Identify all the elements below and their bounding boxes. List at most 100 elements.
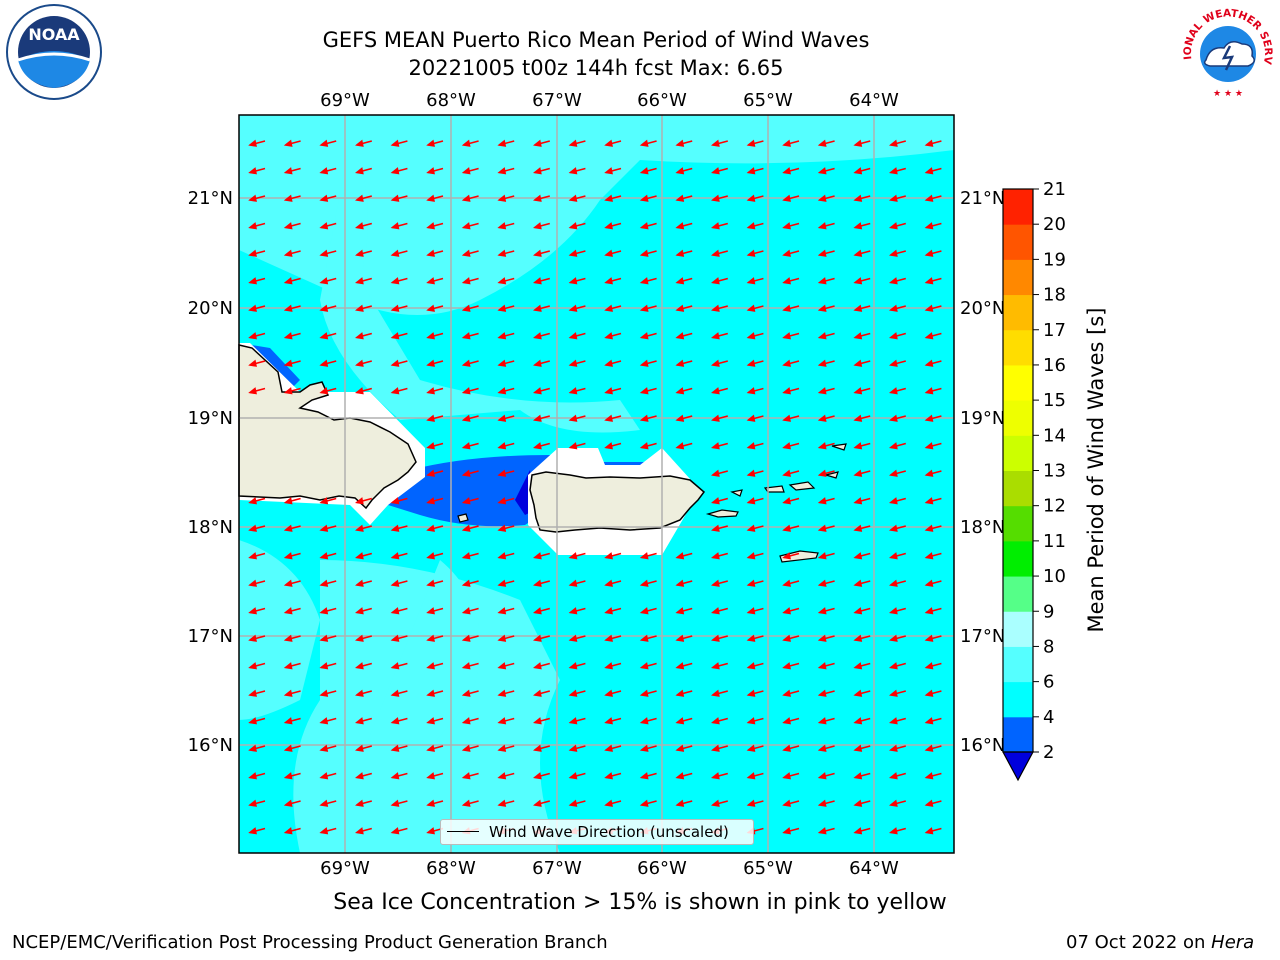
- wave-arrow-head: [675, 662, 685, 670]
- wave-arrow-head: [889, 552, 898, 560]
- wave-arrow-head: [248, 662, 257, 670]
- footer-date: 07 Oct 2022 on Hera: [1066, 932, 1254, 953]
- colorbar-segment: [1003, 681, 1033, 718]
- wave-arrow-head: [711, 497, 720, 505]
- wave-arrow-head: [319, 634, 329, 642]
- wave-arrow-head: [853, 332, 863, 340]
- footer-machine: Hera: [1211, 932, 1255, 953]
- wave-arrow-head: [533, 442, 542, 450]
- map-legend: Wind Wave Direction (unscaled): [440, 819, 754, 845]
- wave-arrow-head: [817, 277, 827, 285]
- wave-arrow-head: [426, 359, 435, 367]
- wave-arrow-head: [319, 167, 329, 175]
- colorbar-segment: [1003, 400, 1033, 436]
- wave-arrow-head: [426, 222, 435, 230]
- wave-arrow-head: [853, 772, 863, 780]
- wave-arrow-head: [639, 662, 649, 670]
- wave-arrow-head: [675, 277, 685, 285]
- wave-arrow-head: [426, 689, 435, 697]
- wave-arrow-head: [817, 827, 827, 835]
- land-virgin-gorda: [823, 471, 839, 479]
- wave-arrow-head: [283, 799, 293, 807]
- wave-arrow-head: [746, 634, 756, 642]
- wave-arrow-head: [639, 799, 649, 807]
- wave-arrow-head: [711, 524, 720, 532]
- wave-arrow-head: [639, 249, 649, 257]
- lon-tick-label: 65°W: [743, 858, 793, 879]
- wave-arrow-head: [889, 524, 898, 532]
- wave-arrow-head: [355, 552, 364, 560]
- wave-arrow-head: [283, 139, 293, 147]
- wave-arrow-head: [568, 662, 578, 670]
- wave-arrow-head: [533, 662, 542, 670]
- wave-arrow-head: [782, 827, 791, 835]
- wave-arrow-head: [568, 634, 578, 642]
- wave-arrow-head: [853, 387, 863, 395]
- wave-arrow-head: [248, 744, 257, 752]
- wave-arrow-head: [248, 497, 257, 505]
- wind-wave-arrows: [248, 139, 942, 835]
- wave-arrow-head: [817, 634, 827, 642]
- wave-arrow-head: [782, 662, 791, 670]
- wave-arrow-head: [283, 662, 293, 670]
- wave-arrow-head: [782, 277, 791, 285]
- wave-arrow-head: [497, 799, 507, 807]
- wave-arrow-head: [639, 222, 649, 230]
- wave-arrow-head: [355, 222, 364, 230]
- wave-arrow-head: [746, 414, 756, 422]
- wave-arrow-head: [675, 717, 685, 725]
- colorbar-segment: [1003, 329, 1033, 366]
- wave-arrow-head: [390, 332, 400, 340]
- period-band-mid: [320, 140, 640, 433]
- colorbar-tick-label: 8: [1043, 636, 1054, 657]
- wave-arrow-head: [497, 222, 507, 230]
- wave-arrow-head: [639, 717, 649, 725]
- wave-arrow-head: [533, 332, 542, 340]
- wave-arrow-head: [283, 304, 293, 312]
- wave-arrow-head: [817, 332, 827, 340]
- wave-arrow-head: [497, 634, 507, 642]
- wave-arrow-head: [711, 167, 720, 175]
- wave-arrow-head: [390, 194, 400, 202]
- wave-arrow-head: [568, 222, 578, 230]
- wave-arrow-head: [604, 579, 613, 587]
- wave-arrow-head: [675, 332, 685, 340]
- wave-arrow-head: [355, 689, 364, 697]
- colorbar-tick-label: 13: [1043, 461, 1066, 482]
- wave-arrow-head: [711, 579, 720, 587]
- wave-arrow-head: [426, 552, 435, 560]
- wave-arrow-head: [568, 579, 578, 587]
- wave-arrow-head: [924, 414, 934, 422]
- wave-arrow-head: [461, 469, 471, 477]
- wave-arrow-head: [248, 717, 257, 725]
- wave-arrow-head: [568, 689, 578, 697]
- wave-arrow-head: [853, 414, 863, 422]
- wave-arrow-head: [746, 387, 756, 395]
- wave-arrow-head: [889, 332, 898, 340]
- lat-tick-label: 16°N: [960, 735, 1005, 756]
- wave-arrow-head: [711, 194, 720, 202]
- wave-arrow-head: [568, 607, 578, 615]
- wave-arrow-head: [746, 607, 756, 615]
- wave-arrow-head: [817, 524, 827, 532]
- wave-arrow-head: [604, 634, 613, 642]
- wave-arrow-head: [675, 552, 685, 560]
- period-band-south2: [360, 560, 480, 760]
- wave-arrow-head: [355, 662, 364, 670]
- wave-arrow-head: [426, 662, 435, 670]
- wave-arrow-head: [283, 222, 293, 230]
- wave-arrow-head: [782, 332, 791, 340]
- wave-arrow-head: [924, 799, 934, 807]
- wave-arrow-head: [283, 634, 293, 642]
- wave-arrow-head: [568, 414, 578, 422]
- wave-arrow-head: [711, 359, 720, 367]
- wave-arrow-head: [639, 607, 649, 615]
- colorbar-segment: [1003, 470, 1033, 507]
- wave-arrow-head: [248, 579, 257, 587]
- colorbar-segment: [1003, 294, 1033, 331]
- wave-arrow-head: [533, 799, 542, 807]
- wave-arrow-head: [319, 139, 329, 147]
- wave-arrow-head: [604, 277, 613, 285]
- lat-tick-label: 17°N: [960, 626, 1005, 647]
- wave-arrow-head: [319, 607, 329, 615]
